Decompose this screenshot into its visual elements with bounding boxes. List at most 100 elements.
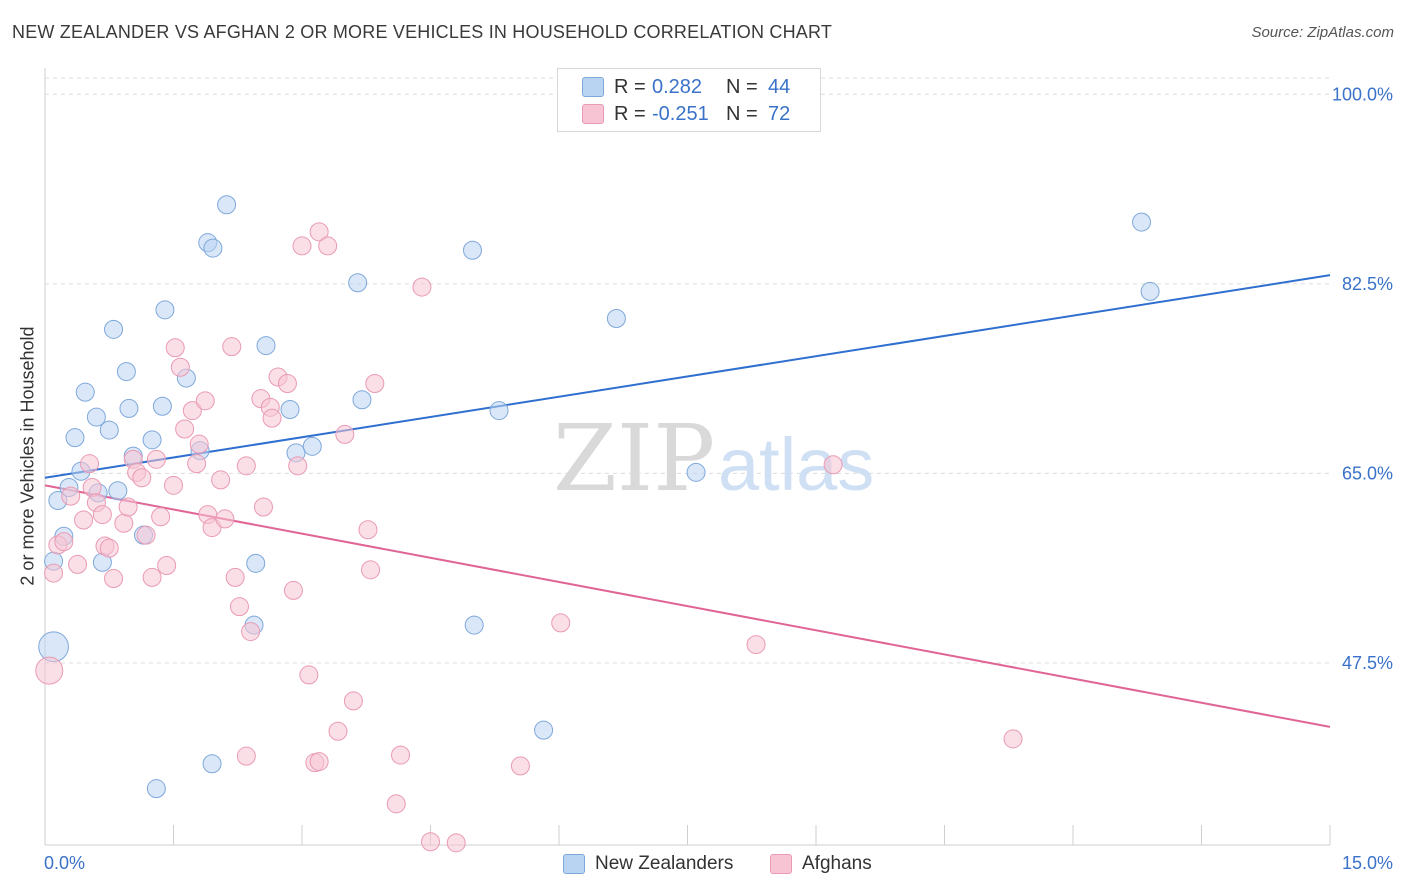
data-point [222, 337, 242, 357]
data-point [75, 382, 95, 402]
data-point [365, 374, 385, 393]
chart-title: NEW ZEALANDER VS AFGHAN 2 OR MORE VEHICL… [12, 22, 833, 42]
watermark-zip: ZIP [553, 405, 715, 512]
data-point [155, 300, 175, 320]
data-point [464, 615, 484, 635]
data-point [253, 497, 273, 517]
data-point [352, 390, 372, 410]
data-point [119, 398, 139, 418]
data-point [114, 513, 134, 533]
data-point [534, 720, 554, 740]
data-point [104, 319, 124, 339]
data-point [1140, 281, 1160, 301]
data-point [309, 222, 329, 242]
data-point [299, 665, 319, 685]
data-point [118, 497, 138, 517]
data-point [170, 357, 190, 377]
tick-labels: 47.5% 65.0% 82.5% 100.0% 0.0% 15.0% [44, 84, 1393, 873]
data-point [38, 631, 69, 663]
data-point [462, 240, 482, 260]
series-afghans-points [35, 222, 1023, 853]
data-point [280, 400, 300, 419]
y-tick-label: 82.5% [1342, 274, 1393, 294]
data-point [195, 391, 215, 411]
data-point [446, 833, 466, 853]
legend-item-new-zealanders: New Zealanders [563, 852, 733, 876]
n-label: N = [726, 75, 758, 98]
r-label: R = [614, 75, 646, 98]
data-point [99, 538, 119, 558]
data-point [203, 238, 223, 258]
data-point [74, 510, 94, 530]
data-point [292, 236, 312, 256]
data-point [283, 580, 303, 600]
data-point [229, 597, 249, 617]
trend-line [44, 484, 1331, 728]
watermark: ZIP atlas [553, 405, 874, 512]
legend-label: Afghans [802, 853, 872, 874]
data-point [1003, 729, 1023, 749]
legend-swatch-blue [563, 854, 585, 874]
data-point [182, 401, 202, 421]
data-point [412, 277, 432, 297]
data-point [132, 468, 152, 488]
data-point [217, 195, 237, 215]
data-point [35, 656, 64, 685]
data-point [489, 401, 509, 421]
data-point [318, 236, 338, 256]
data-point [348, 273, 368, 293]
data-point [146, 779, 166, 799]
data-point [236, 456, 256, 476]
data-point [136, 525, 156, 545]
legend-label: New Zealanders [595, 853, 734, 874]
data-point [68, 554, 88, 574]
data-point [421, 832, 440, 852]
data-point [211, 470, 231, 490]
x-tick-label: 15.0% [1342, 853, 1393, 873]
data-point [256, 336, 276, 356]
data-point [823, 455, 843, 475]
data-point [358, 520, 378, 540]
data-point [146, 449, 166, 469]
data-point [386, 794, 406, 814]
data-point [175, 419, 195, 439]
data-point [187, 454, 207, 474]
trend-line [44, 274, 1331, 479]
data-point [99, 420, 119, 440]
data-point [65, 428, 85, 448]
data-point [116, 362, 136, 382]
data-point [335, 424, 355, 444]
data-point [277, 374, 297, 393]
data-point [108, 481, 128, 501]
data-point [157, 556, 177, 575]
legend-item-afghans: Afghans [770, 852, 872, 876]
y-tick-label: 47.5% [1342, 653, 1393, 673]
n-value: 72 [768, 102, 791, 125]
data-point [361, 560, 381, 580]
data-point [202, 754, 222, 774]
r-value: -0.251 [652, 102, 709, 125]
data-point [391, 745, 411, 765]
data-point [151, 507, 171, 527]
data-point [551, 613, 571, 633]
y-tick-label: 100.0% [1332, 84, 1393, 104]
data-point [215, 509, 235, 529]
data-point [104, 569, 124, 588]
data-point [302, 436, 322, 456]
data-point [189, 434, 209, 454]
y-axis-label: 2 or more Vehicles in Household [17, 326, 38, 586]
data-point [165, 338, 185, 358]
data-point [241, 622, 261, 642]
r-label: R = [614, 102, 646, 125]
n-value: 44 [768, 75, 791, 98]
data-point [343, 691, 363, 711]
data-point [510, 756, 530, 776]
data-point [142, 430, 162, 450]
data-point [1132, 212, 1152, 232]
y-tick-label: 65.0% [1342, 463, 1393, 483]
data-point [236, 746, 256, 766]
watermark-atlas: atlas [718, 423, 874, 506]
data-point [142, 567, 162, 587]
n-label: N = [726, 102, 758, 125]
